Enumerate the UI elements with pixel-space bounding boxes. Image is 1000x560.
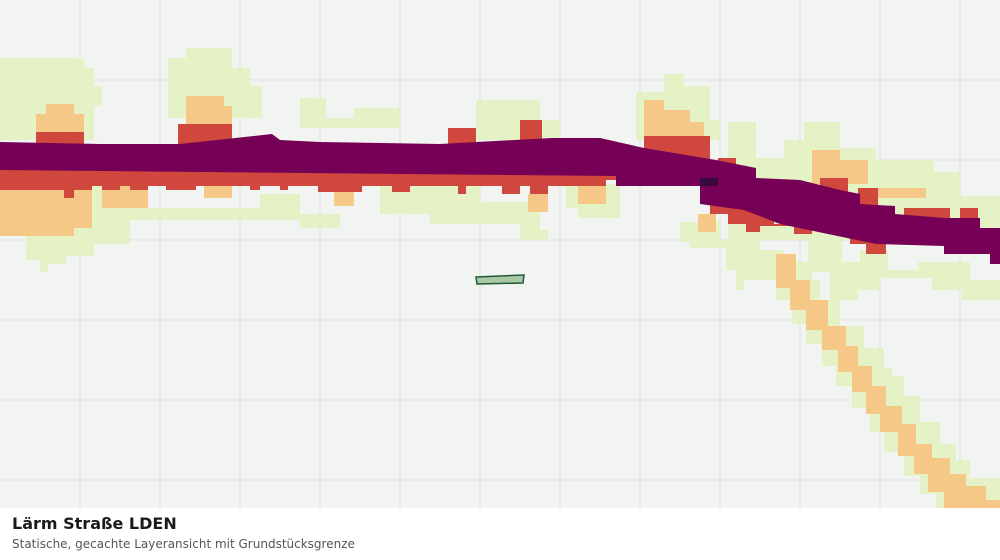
noise-patch: [644, 100, 704, 140]
map-background: [0, 0, 1000, 508]
map-subtitle: Statische, gecachte Layeransicht mit Gru…: [12, 537, 355, 551]
noise-patch: [186, 96, 232, 124]
noise-patch: [960, 208, 978, 218]
noise-map: [0, 0, 1000, 508]
noise-patch: [858, 188, 878, 206]
noise-patch: [904, 208, 950, 218]
noise-patch: [776, 262, 1000, 508]
noise-zone-very-high: [0, 134, 1000, 264]
noise-patch: [36, 104, 84, 140]
noise-patch: [102, 186, 148, 208]
parcel-boundary: [475, 274, 525, 285]
noise-patch: [578, 184, 606, 204]
noise-patch: [528, 194, 548, 212]
noise-zone-peak: [700, 178, 718, 186]
map-title: Lärm Straße LDEN: [12, 514, 177, 533]
noise-patch: [300, 98, 400, 128]
noise-patch: [520, 120, 542, 142]
noise-patch: [380, 186, 548, 240]
noise-patch: [680, 222, 1000, 300]
noise-patch: [698, 214, 716, 232]
legend-footer: Lärm Straße LDEN Statische, gecachte Lay…: [0, 508, 1000, 560]
noise-patch: [0, 186, 92, 236]
noise-zone-medium: [0, 96, 1000, 508]
noise-patch: [876, 188, 926, 198]
noise-patch: [812, 150, 868, 184]
